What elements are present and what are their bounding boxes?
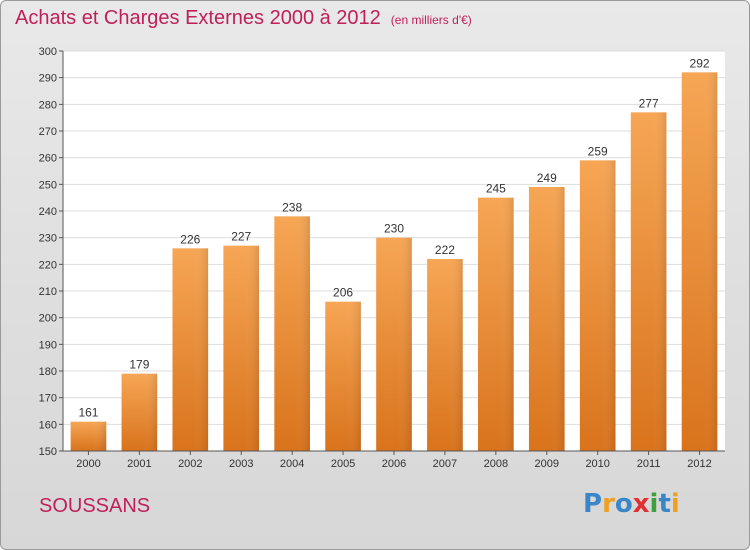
y-tick-label: 180 [39, 366, 57, 378]
bar-shading [325, 301, 361, 451]
bar-shading [478, 197, 514, 451]
title-row: Achats et Charges Externes 2000 à 2012 (e… [15, 7, 472, 30]
bar-shading [376, 237, 412, 451]
x-tick-label: 2012 [687, 458, 711, 470]
value-label: 245 [486, 182, 506, 196]
value-label: 179 [129, 358, 149, 372]
logo-letter: i [670, 489, 680, 519]
y-tick-label: 230 [39, 233, 57, 245]
y-tick-label: 280 [39, 99, 57, 111]
chart-unit: (en milliers d'€) [390, 13, 472, 27]
value-label: 238 [282, 200, 302, 214]
x-tick-label: 2000 [76, 458, 100, 470]
y-tick-label: 150 [39, 446, 57, 458]
chart-title: Achats et Charges Externes 2000 à 2012 [15, 7, 381, 29]
x-tick-label: 2003 [229, 458, 253, 470]
x-tick-label: 2011 [637, 458, 661, 470]
x-tick-label: 2009 [535, 458, 559, 470]
y-tick-label: 190 [39, 339, 57, 351]
commune-name: SOUSSANS [39, 495, 151, 517]
x-tick-label: 2010 [585, 458, 609, 470]
logo-letter: x [632, 489, 650, 519]
logo-letter: r [602, 489, 615, 519]
logo-letter: P [583, 489, 603, 519]
value-label: 227 [231, 230, 251, 244]
value-label: 259 [588, 144, 608, 158]
logo-letter: t [658, 489, 671, 519]
value-label: 161 [78, 406, 98, 420]
y-tick-label: 240 [39, 206, 57, 218]
x-tick-label: 2001 [127, 458, 151, 470]
y-tick-label: 270 [39, 126, 57, 138]
y-tick-label: 290 [39, 73, 57, 85]
bar-shading [579, 160, 616, 452]
y-tick-label: 220 [39, 259, 57, 271]
x-tick-label: 2007 [433, 458, 457, 470]
value-label: 226 [180, 232, 200, 246]
y-tick-label: 200 [39, 313, 57, 325]
x-tick-label: 2002 [178, 458, 202, 470]
bar-shading [121, 373, 158, 451]
y-tick-label: 210 [39, 286, 57, 298]
value-label: 249 [537, 171, 557, 185]
y-tick-label: 170 [39, 393, 57, 405]
value-label: 277 [639, 96, 659, 110]
logo-letter: i [649, 489, 659, 519]
bar-shading [70, 421, 107, 451]
proxiti-logo: Proxiti [583, 489, 680, 519]
x-tick-label: 2008 [484, 458, 508, 470]
logo-letter: o [614, 489, 633, 519]
bar-shading [630, 112, 667, 451]
y-tick-label: 250 [39, 179, 57, 191]
y-tick-label: 160 [39, 419, 57, 431]
value-label: 230 [384, 222, 404, 236]
y-tick-label: 260 [39, 153, 57, 165]
value-label: 222 [435, 243, 455, 257]
x-tick-label: 2005 [331, 458, 355, 470]
value-label: 292 [690, 56, 710, 70]
x-tick-label: 2006 [382, 458, 406, 470]
bar-shading [223, 245, 260, 451]
y-tick-label: 300 [39, 46, 57, 58]
x-tick-label: 2004 [280, 458, 304, 470]
bar-shading [681, 72, 718, 451]
bar-shading [427, 259, 463, 451]
bar-shading [274, 216, 310, 451]
value-label: 206 [333, 286, 353, 300]
bar-shading [528, 187, 565, 451]
bar-shading [172, 248, 209, 451]
